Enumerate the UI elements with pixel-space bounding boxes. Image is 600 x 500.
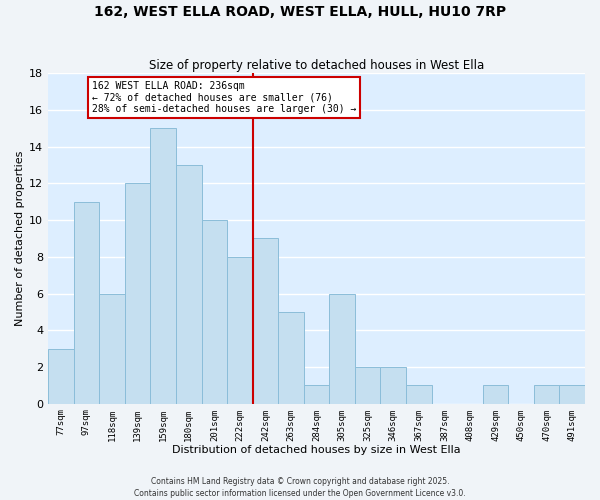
Bar bbox=[176, 165, 202, 404]
Bar bbox=[278, 312, 304, 404]
Text: Contains HM Land Registry data © Crown copyright and database right 2025.
Contai: Contains HM Land Registry data © Crown c… bbox=[134, 476, 466, 498]
Bar bbox=[534, 386, 559, 404]
Bar bbox=[380, 367, 406, 404]
Bar bbox=[125, 184, 151, 404]
Bar bbox=[253, 238, 278, 404]
Bar bbox=[406, 386, 431, 404]
X-axis label: Distribution of detached houses by size in West Ella: Distribution of detached houses by size … bbox=[172, 445, 461, 455]
Bar bbox=[355, 367, 380, 404]
Text: 162 WEST ELLA ROAD: 236sqm
← 72% of detached houses are smaller (76)
28% of semi: 162 WEST ELLA ROAD: 236sqm ← 72% of deta… bbox=[92, 80, 356, 114]
Bar bbox=[202, 220, 227, 404]
Bar bbox=[48, 348, 74, 404]
Title: Size of property relative to detached houses in West Ella: Size of property relative to detached ho… bbox=[149, 59, 484, 72]
Text: 162, WEST ELLA ROAD, WEST ELLA, HULL, HU10 7RP: 162, WEST ELLA ROAD, WEST ELLA, HULL, HU… bbox=[94, 5, 506, 19]
Bar bbox=[329, 294, 355, 404]
Bar bbox=[227, 257, 253, 404]
Bar bbox=[559, 386, 585, 404]
Y-axis label: Number of detached properties: Number of detached properties bbox=[15, 151, 25, 326]
Bar bbox=[74, 202, 99, 404]
Bar bbox=[151, 128, 176, 404]
Bar bbox=[304, 386, 329, 404]
Bar bbox=[99, 294, 125, 404]
Bar bbox=[483, 386, 508, 404]
